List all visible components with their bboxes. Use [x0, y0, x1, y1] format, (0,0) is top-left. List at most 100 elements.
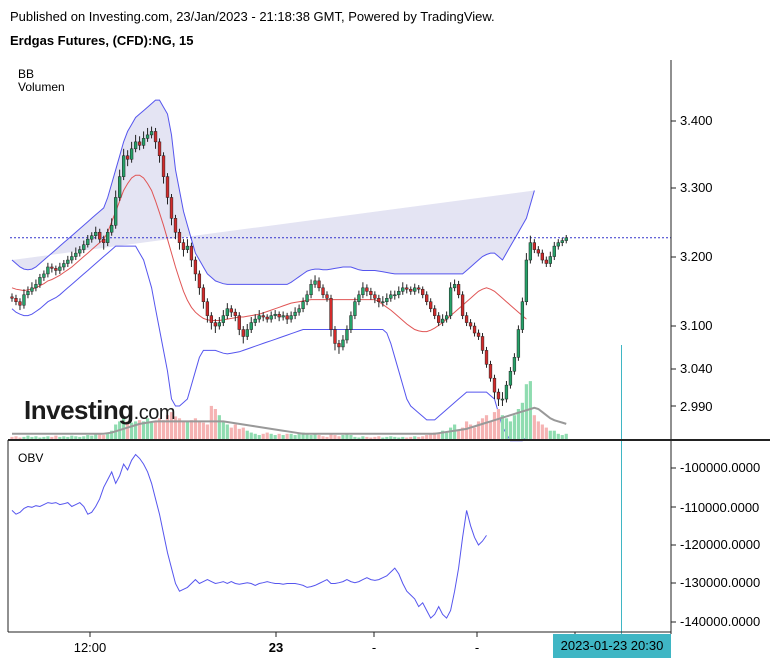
- x-tick: 12:00: [73, 640, 107, 655]
- candle-body: [38, 277, 42, 285]
- volume-bar: [161, 420, 166, 440]
- volume-bar: [78, 436, 82, 440]
- volume-bar: [145, 418, 150, 440]
- candle-body: [512, 357, 517, 372]
- candle-body: [153, 131, 158, 143]
- candle-body: [177, 231, 182, 243]
- candle-body: [452, 284, 457, 289]
- volume-bar: [269, 433, 273, 440]
- candle-body: [464, 315, 469, 323]
- volume-bar: [373, 436, 377, 440]
- volume-bar: [217, 415, 221, 440]
- volume-bar: [393, 436, 397, 440]
- candle-body: [237, 315, 241, 330]
- candle-body: [409, 288, 413, 292]
- volume-bar: [468, 424, 473, 440]
- volume-bar: [377, 436, 381, 440]
- candle-body: [58, 266, 62, 271]
- candle-body: [181, 242, 186, 250]
- candle-body: [277, 313, 281, 318]
- candle-body: [201, 287, 206, 302]
- candle-body: [193, 259, 198, 275]
- volume-bar: [169, 412, 174, 440]
- bb-indicator-label[interactable]: BB: [18, 67, 35, 81]
- candle-body: [488, 364, 493, 379]
- volume-bar: [221, 421, 225, 440]
- volume-bar: [564, 433, 568, 440]
- candle-body: [205, 301, 210, 316]
- candle-body: [456, 284, 461, 296]
- candle-body: [560, 240, 564, 243]
- volume-bar: [512, 415, 517, 440]
- candle-body: [484, 350, 489, 365]
- volume-bar: [62, 436, 66, 440]
- volume-bar: [289, 433, 293, 440]
- candle-body: [552, 245, 556, 257]
- x-tick: 23: [268, 640, 284, 655]
- volume-bar: [177, 418, 182, 440]
- candle-body: [169, 197, 174, 219]
- volume-bar: [10, 436, 14, 440]
- logo-main-text: Investing: [24, 395, 134, 425]
- candle-body: [329, 298, 333, 330]
- candle-body: [397, 291, 401, 296]
- candle-body: [417, 287, 421, 290]
- volume-bar: [405, 437, 409, 440]
- volume-bar: [337, 436, 341, 440]
- volume-bar: [98, 433, 102, 440]
- volume-bar: [70, 435, 74, 440]
- candle-body: [149, 131, 154, 136]
- candle-body: [114, 197, 118, 226]
- volume-bar: [106, 432, 110, 440]
- volume-bar: [94, 434, 98, 440]
- volume-bar: [38, 437, 42, 440]
- volume-bar: [185, 421, 190, 440]
- volume-bar: [141, 421, 146, 440]
- volume-bar: [253, 433, 257, 440]
- volume-bar: [281, 435, 285, 440]
- candle-body: [125, 155, 130, 160]
- volume-bar: [30, 436, 34, 440]
- volume-bar: [82, 436, 86, 440]
- volume-bar: [421, 436, 425, 440]
- candle-body: [225, 308, 229, 316]
- volume-bar: [237, 428, 241, 440]
- volume-bar: [536, 421, 540, 440]
- candle-body: [94, 231, 98, 236]
- price-y-tick: 3.200: [680, 249, 713, 264]
- price-y-tick: 3.400: [680, 113, 713, 128]
- volume-bar: [341, 435, 345, 440]
- obv-indicator-label[interactable]: OBV: [18, 451, 44, 465]
- volume-bar: [524, 384, 528, 440]
- volume-bar: [496, 409, 501, 440]
- candle-body: [245, 329, 249, 337]
- obv-y-tick: -130000.0000: [680, 575, 761, 590]
- candle-body: [421, 288, 425, 296]
- volume-bar: [492, 412, 497, 440]
- volume-indicator-label[interactable]: Volumen: [18, 80, 65, 94]
- candle-body: [536, 249, 540, 254]
- volume-bar: [34, 436, 38, 440]
- volume-bar: [472, 427, 477, 440]
- obv-y-tick: -100000.0000: [680, 460, 761, 475]
- candle-body: [269, 315, 273, 320]
- candle-body: [173, 218, 178, 233]
- candle-body: [257, 315, 261, 320]
- price-y-tick: 3.040: [680, 361, 713, 376]
- volume-bar: [225, 424, 229, 440]
- candle-body: [337, 343, 341, 348]
- volume-bar: [325, 436, 329, 440]
- volume-bar: [484, 415, 489, 440]
- volume-bar: [205, 424, 209, 440]
- candle-body: [556, 242, 560, 247]
- candle-body: [333, 329, 337, 344]
- published-caption: Published on Investing.com, 23/Jan/2023 …: [10, 9, 495, 24]
- candle-body: [361, 287, 365, 296]
- volume-bar: [532, 415, 536, 440]
- candle-body: [241, 329, 245, 337]
- volume-bar: [265, 432, 269, 440]
- candle-body: [26, 291, 30, 296]
- candle-body: [70, 256, 74, 261]
- volume-bar: [397, 437, 401, 440]
